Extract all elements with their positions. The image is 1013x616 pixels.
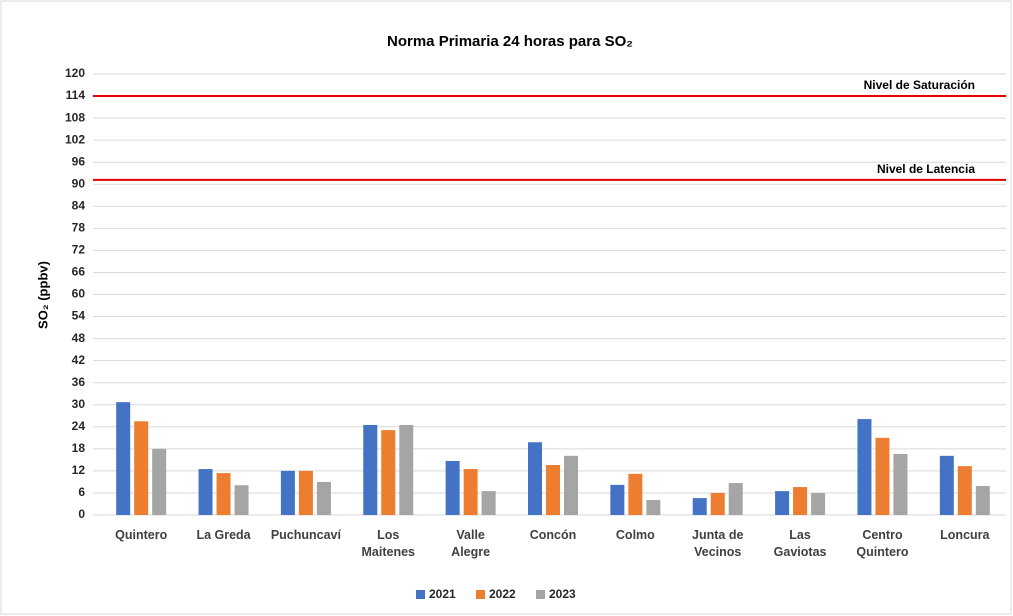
y-tick-label: 6 [78, 485, 85, 499]
x-tick-label: Valle Alegre [451, 528, 491, 559]
y-tick-label: 54 [72, 309, 86, 323]
legend-swatch [476, 590, 485, 599]
bar [134, 421, 149, 515]
bar [546, 465, 560, 515]
bar [775, 491, 790, 515]
legend-label: 2021 [429, 587, 456, 601]
chart-title: Norma Primaria 24 horas para SO₂ [387, 33, 633, 50]
y-tick-label: 114 [66, 88, 86, 102]
bar [564, 455, 578, 515]
y-tick-label: 78 [72, 221, 86, 235]
reference-label: Nivel de Latencia [877, 162, 975, 176]
bar [646, 499, 661, 515]
y-tick-label: 108 [65, 110, 85, 124]
y-tick-label: 48 [72, 331, 86, 345]
bar [710, 492, 725, 515]
x-tick-label: Las Gaviotas [773, 528, 827, 559]
y-tick-label: 0 [78, 507, 85, 521]
x-tick-label: Puchuncaví [270, 528, 341, 542]
bar [116, 402, 131, 515]
bar [957, 466, 972, 515]
y-tick-label: 36 [72, 375, 86, 389]
bar [216, 473, 231, 515]
x-tick-label: Centro Quintero [856, 528, 909, 559]
bar [381, 430, 396, 515]
bar [445, 460, 460, 515]
bar [234, 485, 249, 515]
bar [528, 442, 542, 515]
y-axis-label: SO₂ (ppbv) [35, 261, 50, 329]
x-tick-label: La Greda [196, 528, 251, 542]
y-tick-label: 120 [65, 66, 85, 80]
bar [939, 455, 954, 515]
bar [857, 419, 872, 515]
y-tick-label: 102 [65, 132, 85, 146]
y-tick-label: 96 [72, 154, 86, 168]
legend-label: 2023 [549, 587, 576, 601]
bar [975, 485, 990, 515]
bar [198, 469, 213, 515]
bar [463, 469, 478, 515]
bar [875, 437, 890, 515]
x-tick-label: Concón [529, 528, 577, 542]
y-tick-label: 84 [72, 198, 86, 212]
bar [610, 484, 625, 515]
bar [152, 448, 167, 515]
y-tick-label: 90 [72, 176, 86, 190]
bar [692, 498, 707, 515]
y-tick-label: 66 [72, 265, 86, 279]
bar [298, 470, 313, 515]
bar [280, 470, 295, 515]
bar [893, 453, 908, 515]
bar [316, 481, 331, 515]
bar [793, 487, 808, 515]
y-tick-label: 60 [72, 287, 86, 301]
y-tick-label: 24 [72, 419, 86, 433]
bar [728, 483, 743, 515]
x-tick-label: Los Maitenes [361, 528, 416, 559]
x-tick-label: Junta de Vecinos [692, 528, 744, 559]
x-tick-label: Quintero [115, 528, 168, 542]
y-tick-label: 72 [72, 243, 86, 257]
y-tick-label: 18 [72, 441, 86, 455]
bar [811, 492, 826, 515]
y-tick-label: 12 [72, 463, 86, 477]
y-tick-label: 42 [72, 353, 86, 367]
x-tick-label: Colmo [615, 528, 655, 542]
legend-swatch [416, 590, 425, 599]
legend-swatch [536, 590, 545, 599]
reference-label: Nivel de Saturación [864, 78, 975, 92]
legend-label: 2022 [489, 587, 516, 601]
bar [363, 424, 378, 515]
x-tick-label: Loncura [940, 528, 990, 542]
bar [628, 473, 643, 515]
bar [481, 491, 496, 515]
y-tick-label: 30 [72, 397, 86, 411]
bar [399, 424, 414, 515]
